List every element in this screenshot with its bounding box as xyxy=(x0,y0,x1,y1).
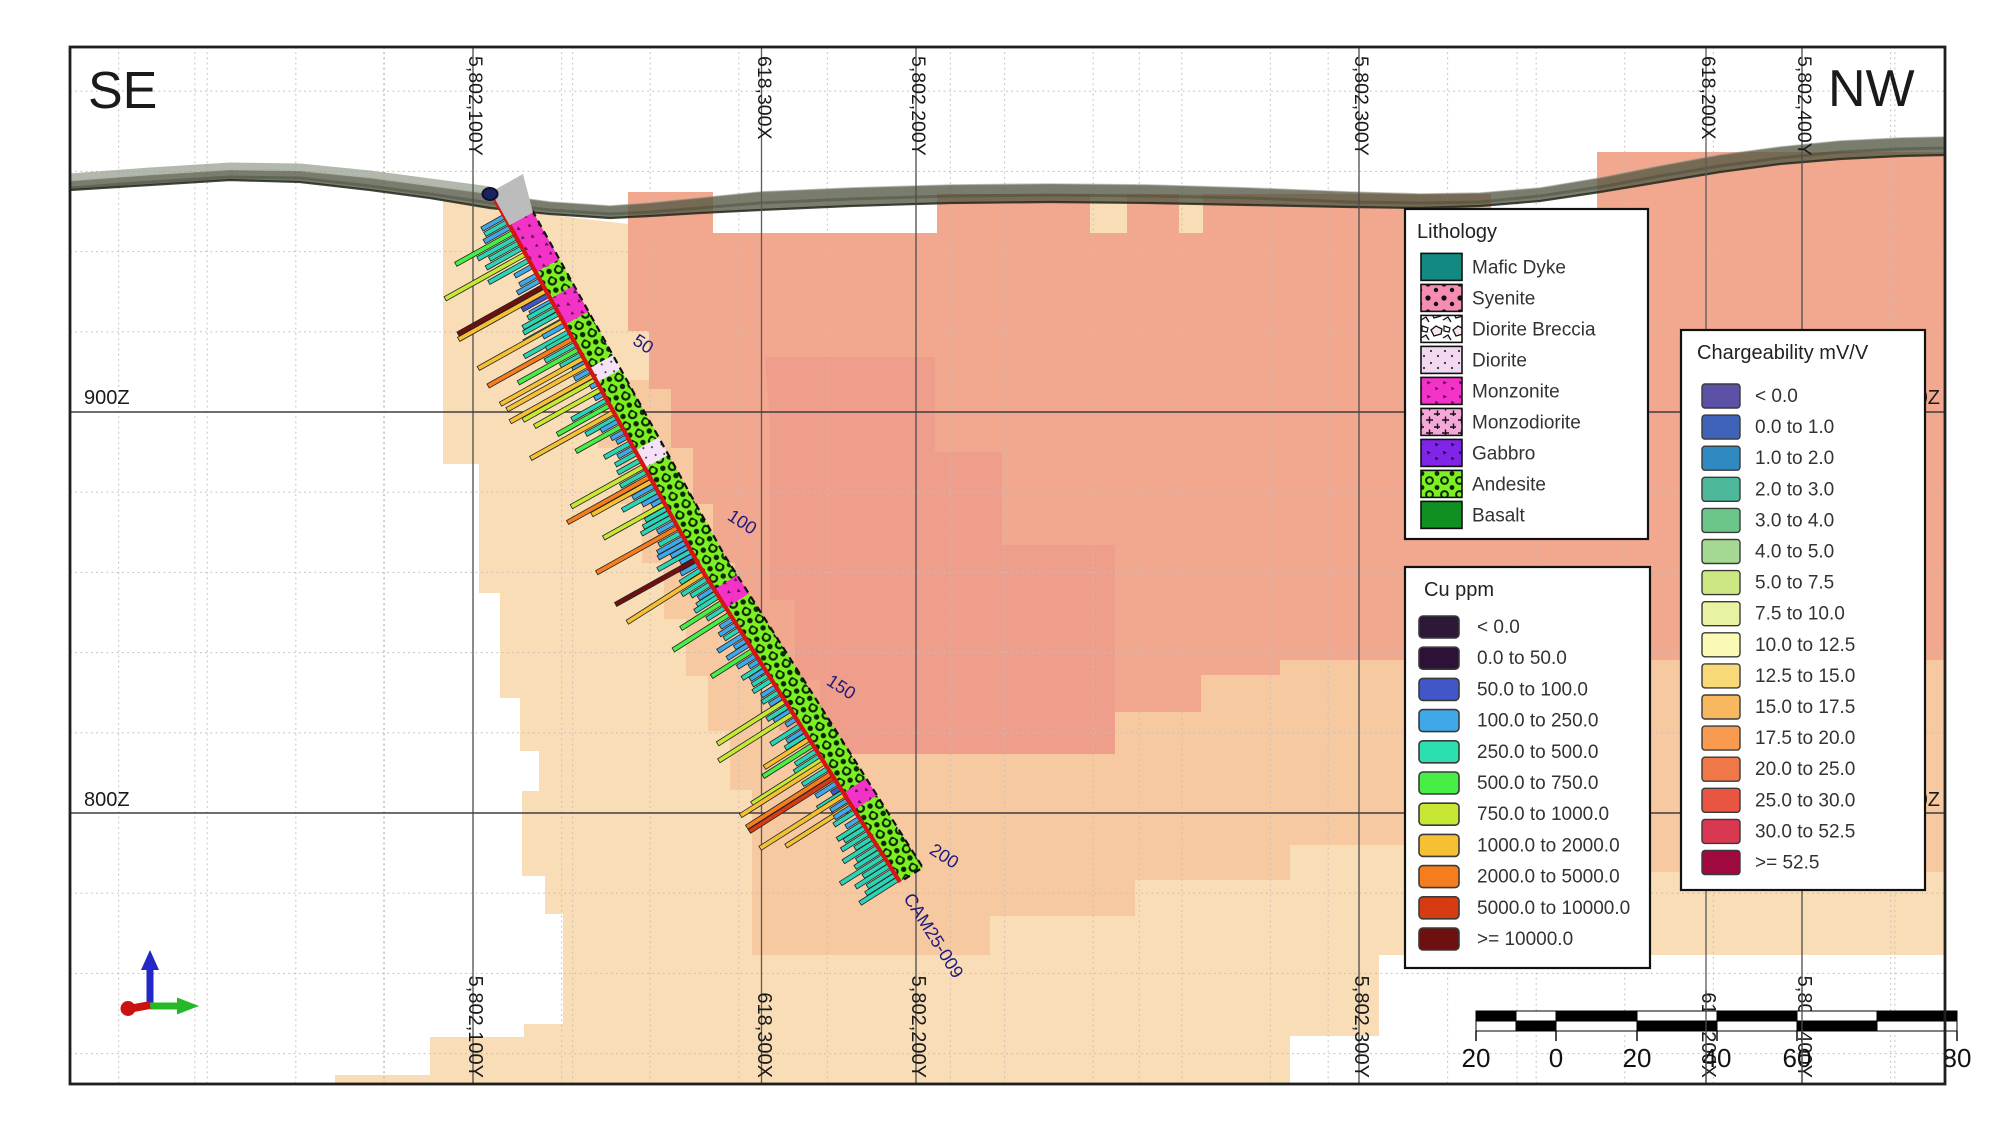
svg-text:12.5 to 15.0: 12.5 to 15.0 xyxy=(1755,666,1855,687)
svg-text:50.0 to 100.0: 50.0 to 100.0 xyxy=(1477,679,1588,700)
svg-text:0: 0 xyxy=(1549,1043,1563,1073)
svg-text:5000.0 to 10000.0: 5000.0 to 10000.0 xyxy=(1477,898,1630,919)
svg-text:5,802,100Y: 5,802,100Y xyxy=(464,976,486,1078)
svg-text:3.0 to 4.0: 3.0 to 4.0 xyxy=(1755,510,1834,531)
svg-text:0.0 to 50.0: 0.0 to 50.0 xyxy=(1477,648,1567,669)
svg-text:30.0 to 52.5: 30.0 to 52.5 xyxy=(1755,821,1855,842)
svg-text:20: 20 xyxy=(1623,1043,1652,1073)
svg-text:4.0 to 5.0: 4.0 to 5.0 xyxy=(1755,542,1834,563)
svg-text:2000.0 to 5000.0: 2000.0 to 5000.0 xyxy=(1477,867,1620,888)
svg-text:5,802,300Y: 5,802,300Y xyxy=(1350,56,1372,156)
svg-text:60: 60 xyxy=(1783,1043,1812,1073)
svg-text:>= 10000.0: >= 10000.0 xyxy=(1477,929,1573,950)
svg-text:1.0 to 2.0: 1.0 to 2.0 xyxy=(1755,448,1834,469)
svg-text:618,200X: 618,200X xyxy=(1697,56,1719,140)
svg-text:Basalt: Basalt xyxy=(1472,505,1526,526)
svg-text:20: 20 xyxy=(1462,1043,1491,1073)
svg-text:80: 80 xyxy=(1943,1043,1972,1073)
svg-text:250.0 to 500.0: 250.0 to 500.0 xyxy=(1477,742,1599,763)
svg-text:5,802,300Y: 5,802,300Y xyxy=(1350,976,1372,1078)
svg-text:900Z: 900Z xyxy=(84,387,130,409)
svg-text:< 0.0: < 0.0 xyxy=(1755,386,1798,407)
svg-text:< 0.0: < 0.0 xyxy=(1477,617,1520,638)
svg-text:40: 40 xyxy=(1703,1043,1732,1073)
svg-text:5,802,200Y: 5,802,200Y xyxy=(907,56,929,156)
svg-text:800Z: 800Z xyxy=(84,789,130,811)
svg-text:5,802,400Y: 5,802,400Y xyxy=(1793,56,1815,156)
svg-text:Monzonite: Monzonite xyxy=(1472,381,1560,402)
svg-text:20.0 to 25.0: 20.0 to 25.0 xyxy=(1755,759,1855,780)
svg-text:Diorite Breccia: Diorite Breccia xyxy=(1472,319,1596,340)
svg-text:Chargeability mV/V: Chargeability mV/V xyxy=(1697,342,1869,364)
svg-text:Diorite: Diorite xyxy=(1472,350,1527,371)
svg-text:Mafic Dyke: Mafic Dyke xyxy=(1472,257,1566,278)
svg-text:5,802,100Y: 5,802,100Y xyxy=(464,56,486,156)
svg-text:Syenite: Syenite xyxy=(1472,288,1535,309)
svg-text:Lithology: Lithology xyxy=(1417,221,1497,243)
svg-text:618,300X: 618,300X xyxy=(753,56,775,140)
svg-text:Andesite: Andesite xyxy=(1472,474,1546,495)
svg-text:0.0 to 1.0: 0.0 to 1.0 xyxy=(1755,417,1834,438)
svg-text:NW: NW xyxy=(1828,60,1915,118)
svg-text:Cu ppm: Cu ppm xyxy=(1424,579,1494,601)
svg-text:Gabbro: Gabbro xyxy=(1472,443,1535,464)
svg-text:100.0 to 250.0: 100.0 to 250.0 xyxy=(1477,711,1599,732)
svg-text:618,300X: 618,300X xyxy=(753,992,775,1078)
svg-text:1000.0 to 2000.0: 1000.0 to 2000.0 xyxy=(1477,835,1620,856)
svg-text:10.0 to 12.5: 10.0 to 12.5 xyxy=(1755,635,1855,656)
svg-text:Monzodiorite: Monzodiorite xyxy=(1472,412,1581,433)
svg-text:SE: SE xyxy=(88,62,157,120)
svg-text:15.0 to 17.5: 15.0 to 17.5 xyxy=(1755,697,1855,718)
svg-text:5.0 to 7.5: 5.0 to 7.5 xyxy=(1755,573,1834,594)
svg-text:25.0 to 30.0: 25.0 to 30.0 xyxy=(1755,790,1855,811)
svg-text:500.0 to 750.0: 500.0 to 750.0 xyxy=(1477,773,1599,794)
svg-text:7.5 to 10.0: 7.5 to 10.0 xyxy=(1755,604,1845,625)
svg-text:17.5 to 20.0: 17.5 to 20.0 xyxy=(1755,728,1855,749)
svg-text:2.0 to 3.0: 2.0 to 3.0 xyxy=(1755,479,1834,500)
svg-text:5,802,200Y: 5,802,200Y xyxy=(907,976,929,1078)
svg-text:750.0 to 1000.0: 750.0 to 1000.0 xyxy=(1477,804,1609,825)
svg-text:>= 52.5: >= 52.5 xyxy=(1755,853,1819,874)
